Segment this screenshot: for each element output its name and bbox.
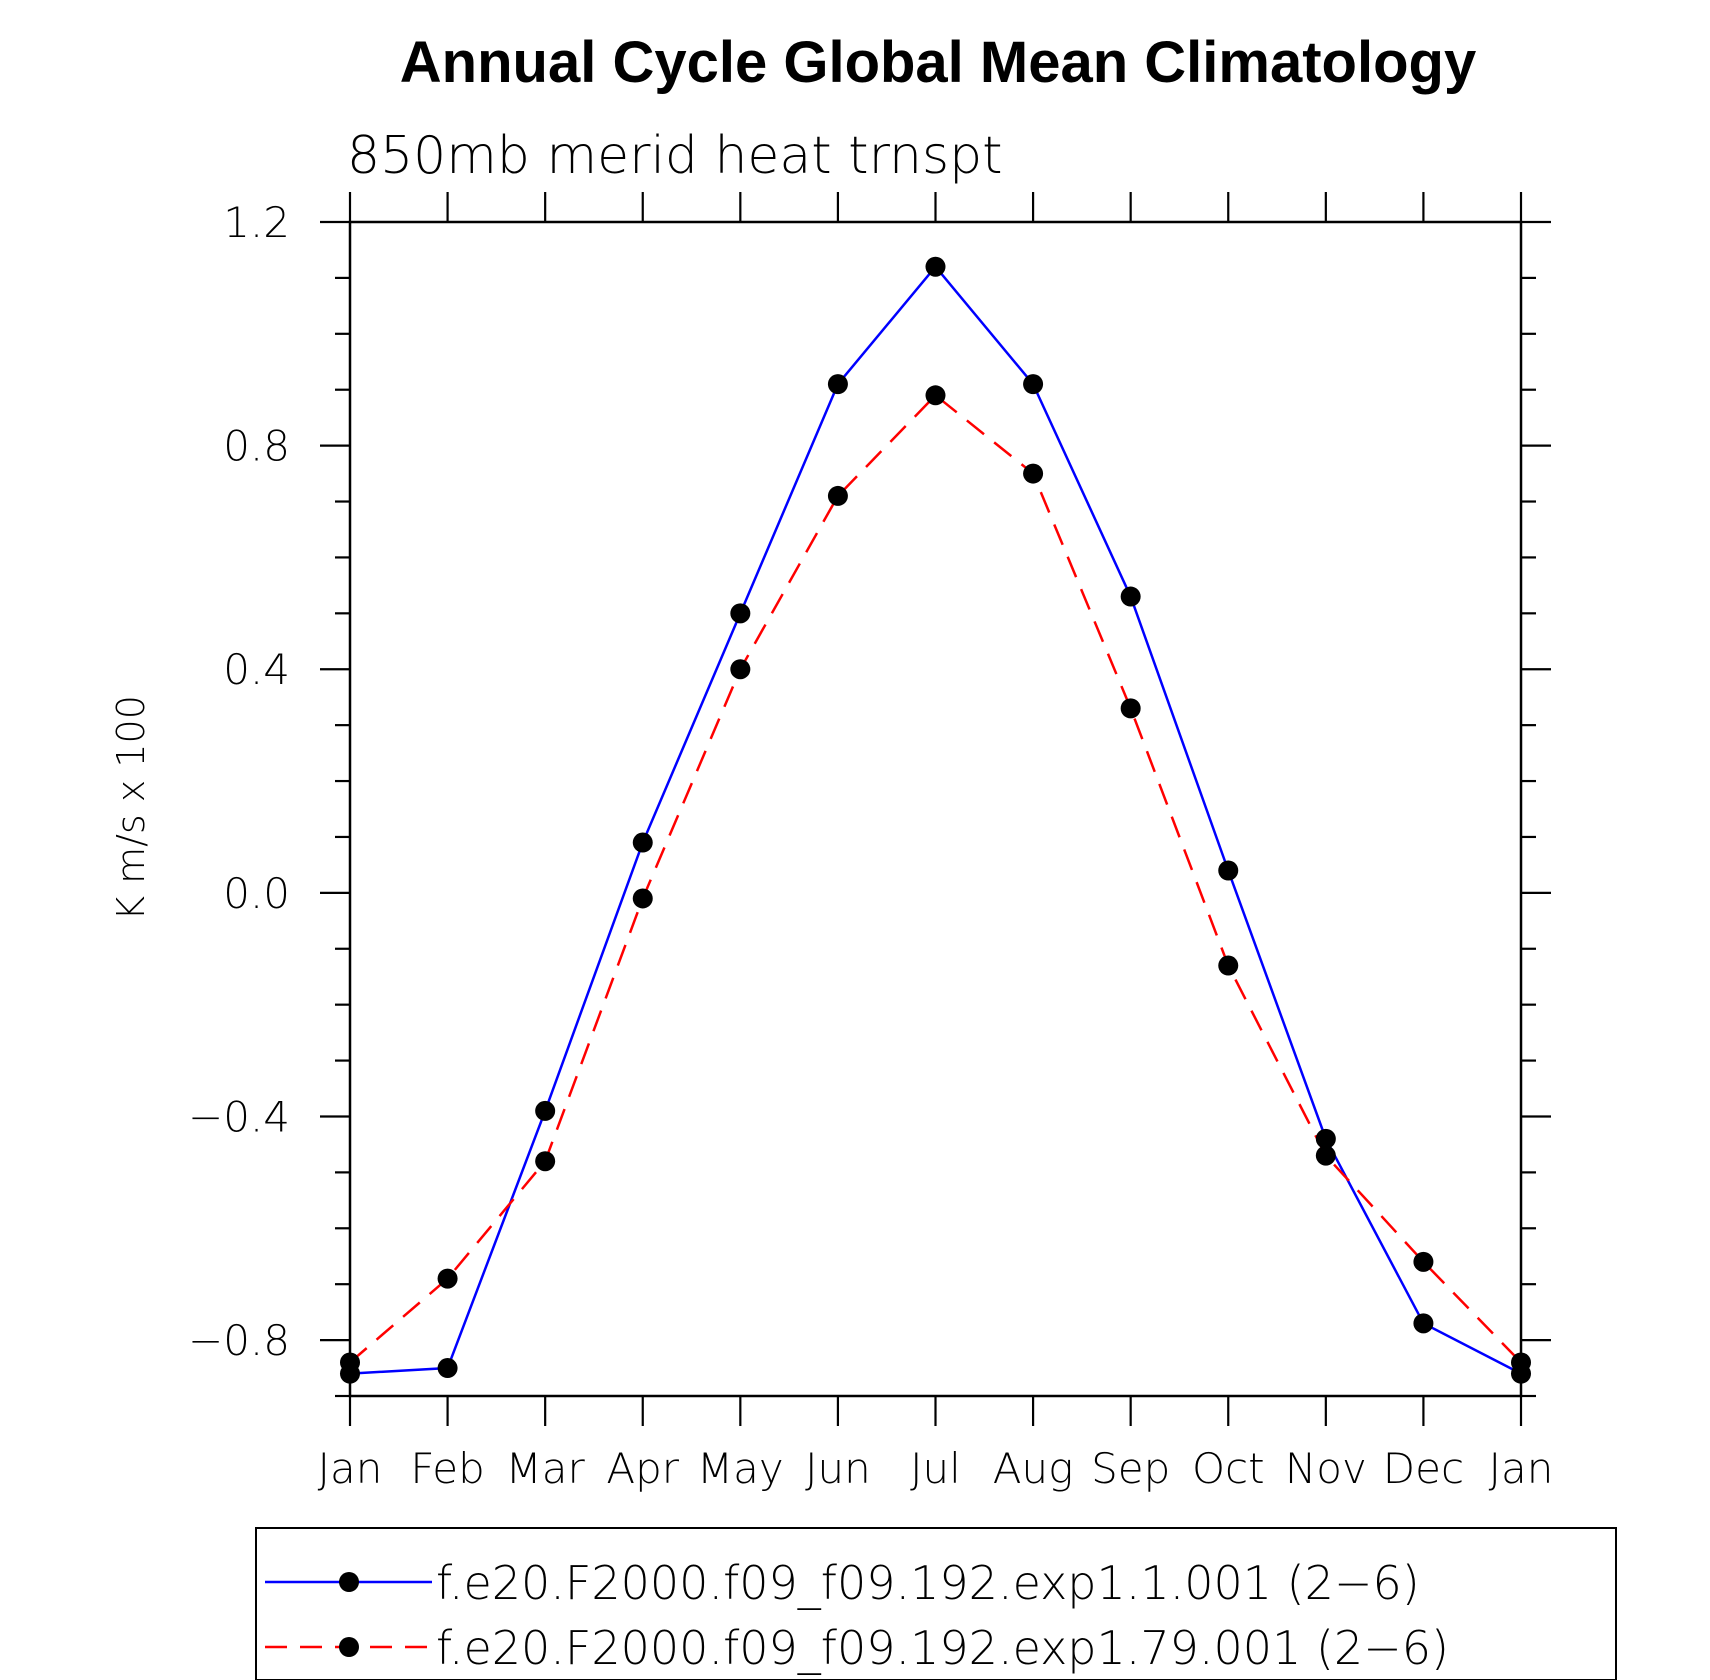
y-tick-label: 0.4 [223, 645, 290, 694]
data-point-series-2 [1218, 955, 1239, 976]
y-tick-label: 0.8 [223, 422, 290, 471]
legend-label-2: f.e20.F2000.f09_f09.192.exp1.79.001 (2−6… [436, 1621, 1449, 1675]
chart-subtitle: 850mb merid heat trnspt [347, 126, 1002, 186]
data-point-series-2 [827, 485, 848, 506]
x-tick-label: Jun [805, 1444, 871, 1493]
data-point-series-1 [632, 832, 653, 853]
data-point-series-2 [1315, 1145, 1336, 1166]
data-point-series-1 [535, 1100, 556, 1121]
x-tick-label: May [697, 1444, 784, 1493]
data-point-series-1 [1120, 586, 1141, 607]
data-point-series-2 [730, 659, 751, 680]
data-point-series-1 [1315, 1128, 1336, 1149]
plot-border [348, 220, 1523, 1398]
legend-box [255, 1527, 1617, 1680]
y-axis-label: K m/s x 100 [109, 695, 153, 921]
legend-label-1: f.e20.F2000.f09_f09.192.exp1.1.001 (2−6) [436, 1556, 1420, 1610]
data-point-series-1 [730, 603, 751, 624]
data-point-series-2 [1023, 463, 1044, 484]
data-point-series-2 [1120, 698, 1141, 719]
legend: f.e20.F2000.f09_f09.192.exp1.1.001 (2−6)… [255, 1527, 1617, 1680]
legend-marker-1 [339, 1572, 359, 1592]
data-point-series-2 [340, 1352, 360, 1373]
data-point-series-2 [535, 1151, 556, 1172]
series-layer [340, 256, 1531, 1384]
series-line-1 [349, 264, 1522, 1375]
data-point-series-1 [437, 1358, 458, 1379]
data-point-series-2 [1511, 1352, 1531, 1373]
data-point-series-1 [925, 256, 946, 277]
plot-frame [348, 220, 1523, 1398]
x-tick-label: Jul [910, 1444, 961, 1493]
x-tick-label: Oct [1192, 1444, 1265, 1493]
legend-items: f.e20.F2000.f09_f09.192.exp1.1.001 (2−6)… [265, 1556, 1449, 1675]
data-point-series-1 [1413, 1313, 1434, 1334]
series-line-2 [349, 393, 1522, 1364]
data-point-series-1 [1218, 860, 1239, 881]
data-point-series-2 [437, 1268, 458, 1289]
legend-marker-2 [339, 1637, 359, 1657]
x-tick-label: Mar [506, 1444, 586, 1493]
x-tick-label: Apr [606, 1444, 679, 1493]
x-tick-label: Aug [993, 1444, 1074, 1493]
x-tick-label: Sep [1091, 1444, 1170, 1493]
data-point-series-2 [1413, 1251, 1434, 1272]
y-tick-label: −0.4 [188, 1092, 290, 1141]
x-tick-label: Dec [1383, 1444, 1464, 1493]
y-tick-label: 0.0 [223, 869, 290, 918]
x-tick-label: Nov [1285, 1444, 1367, 1493]
x-tick-labels: Jan Feb Mar Apr May Jun Jul Aug Sep Oct Nov Dec Jan [318, 1444, 1554, 1493]
x-tick-label: Feb [410, 1444, 484, 1493]
x-tick-label: Jan [318, 1444, 383, 1493]
data-point-series-2 [925, 385, 946, 406]
y-tick-label: −0.8 [188, 1316, 290, 1365]
chart-title: Annual Cycle Global Mean Climatology [400, 30, 1476, 95]
data-point-series-2 [632, 888, 653, 909]
data-point-series-1 [827, 374, 848, 395]
x-tick-label: Jan [1489, 1444, 1554, 1493]
ticks [320, 192, 1551, 1426]
y-tick-label: 1.2 [223, 198, 290, 247]
y-tick-labels: −0.8 −0.4 0.0 0.4 0.8 1.2 [188, 198, 290, 1365]
data-point-series-1 [1023, 374, 1044, 395]
